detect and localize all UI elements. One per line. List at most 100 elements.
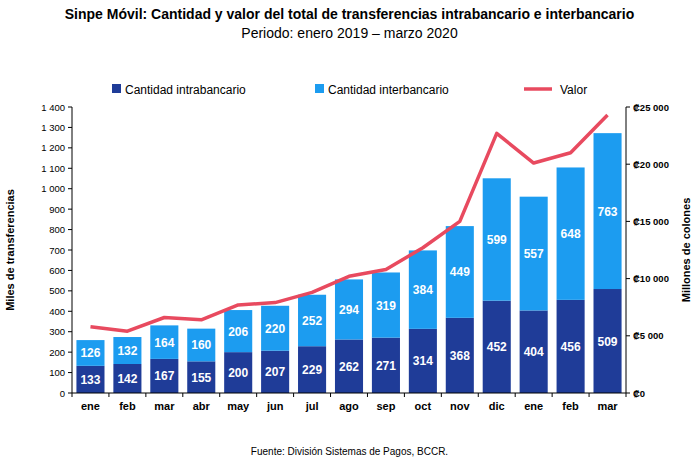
y-tick-label: 0	[60, 388, 65, 399]
data-label: 599	[487, 233, 507, 247]
y-tick	[68, 372, 72, 373]
x-tick-label: mar	[154, 400, 175, 412]
x-tick-separator	[108, 393, 109, 397]
y-tick-label: 1 100	[41, 163, 65, 174]
data-label: 142	[117, 372, 137, 386]
x-tick-separator	[182, 393, 183, 397]
bar	[372, 272, 400, 337]
y-tick-label: 1 300	[41, 122, 65, 133]
bar	[372, 338, 400, 393]
legend-label: Cantidad intrabancario	[125, 83, 246, 97]
data-label: 404	[524, 345, 544, 359]
y-tick-label: 200	[49, 347, 65, 358]
y-tick	[68, 331, 72, 332]
x-tick-label: sep	[376, 400, 395, 412]
legend-swatch	[315, 84, 324, 93]
background	[0, 0, 699, 467]
y2-tick-label: ₡15 000	[633, 216, 669, 227]
bar	[150, 359, 178, 393]
x-tick-separator	[441, 393, 442, 397]
x-tick-label: ene	[524, 400, 543, 412]
x-tick-separator	[589, 393, 590, 397]
x-tick-separator	[367, 393, 368, 397]
x-tick-label: jun	[266, 400, 284, 412]
y-tick-label: 700	[49, 245, 65, 256]
x-tick-label: jul	[305, 400, 319, 412]
data-label: 229	[302, 363, 322, 377]
source-note: Fuente: División Sistemas de Pagos, BCCR…	[251, 446, 448, 457]
line	[90, 115, 607, 331]
data-label: 763	[598, 205, 618, 219]
x-tick-label: ago	[339, 400, 359, 412]
y-tick-label: 1 000	[41, 183, 65, 194]
x-tick-label: mar	[597, 400, 618, 412]
y2-axis-line	[626, 107, 627, 393]
bar	[76, 340, 104, 366]
data-label: 452	[487, 340, 507, 354]
bar	[593, 289, 621, 393]
data-label: 207	[265, 365, 285, 379]
bar	[520, 197, 548, 311]
bar	[187, 329, 215, 362]
chart: Sinpe Móvil: Cantidad y valor del total …	[0, 0, 699, 467]
y-tick	[68, 290, 72, 291]
bar	[483, 178, 511, 300]
y-tick-label: 300	[49, 326, 65, 337]
data-label: 648	[561, 227, 581, 241]
x-tick-label: may	[227, 400, 250, 412]
data-label: 456	[561, 340, 581, 354]
y-tick-label: 900	[49, 204, 65, 215]
data-label: 314	[413, 354, 433, 368]
x-tick-separator	[515, 393, 516, 397]
data-label: 132	[117, 344, 137, 358]
y-tick-label: 400	[49, 306, 65, 317]
data-label: 206	[228, 325, 248, 339]
y-tick-label: 600	[49, 265, 65, 276]
data-label: 294	[339, 303, 359, 317]
y2-tick-label: ₡0	[633, 388, 645, 399]
title: Sinpe Móvil: Cantidad y valor del total …	[65, 6, 634, 22]
bar	[335, 339, 363, 393]
y-tick	[68, 311, 72, 312]
y-tick	[68, 352, 72, 353]
data-label: 509	[598, 335, 618, 349]
bar	[593, 133, 621, 289]
bar	[113, 337, 141, 364]
data-label: 252	[302, 314, 322, 328]
legend: Cantidad intrabancario Cantidad interbanc…	[112, 83, 587, 97]
x-tick-separator	[219, 393, 220, 397]
x-axis-line	[72, 393, 626, 394]
data-label: 155	[191, 371, 211, 385]
x-tick-label: oct	[415, 400, 432, 412]
y-tick	[68, 168, 72, 169]
bar	[520, 310, 548, 393]
bar	[224, 310, 252, 352]
bar	[409, 329, 437, 393]
data-labels: 1331421671552002072292622713143684524044…	[80, 205, 617, 387]
plot-area	[76, 115, 621, 393]
bar	[557, 300, 585, 393]
y-tick-label: 500	[49, 285, 65, 296]
data-label: 384	[413, 283, 433, 297]
y-tick	[68, 229, 72, 230]
data-label: 160	[191, 338, 211, 352]
legend-label: Cantidad interbancario	[328, 83, 449, 97]
bar	[446, 318, 474, 393]
y2-tick	[626, 393, 630, 394]
bar	[261, 351, 289, 393]
y2-tick-label: ₡10 000	[633, 273, 669, 284]
data-label: 220	[265, 322, 285, 336]
y-tick	[68, 147, 72, 148]
x-tick-label: dic	[489, 400, 505, 412]
x-tick-separator	[626, 393, 627, 397]
y-tick-label: 100	[49, 367, 65, 378]
data-label: 557	[524, 247, 544, 261]
bar	[298, 346, 326, 393]
bar	[224, 352, 252, 393]
x-tick-separator	[72, 393, 73, 397]
y-tick	[68, 393, 72, 394]
bar	[261, 306, 289, 351]
data-label: 271	[376, 359, 396, 373]
bar	[76, 366, 104, 393]
data-label: 262	[339, 360, 359, 374]
